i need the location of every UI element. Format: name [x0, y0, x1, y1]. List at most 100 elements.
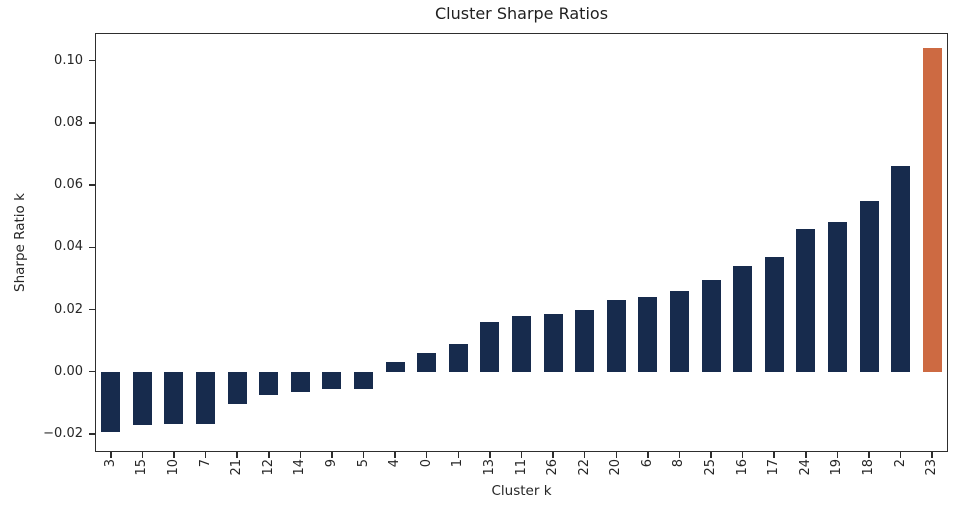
bar-cluster-3 — [101, 371, 121, 433]
x-tick-mark — [552, 452, 554, 458]
bar-cluster-15 — [132, 371, 152, 426]
y-tick-mark — [89, 433, 95, 435]
y-tick-label: 0.08 — [54, 114, 83, 130]
x-tick-label-6: 6 — [640, 459, 656, 468]
bars-layer — [95, 33, 948, 452]
x-tick-label-23: 23 — [924, 459, 940, 476]
x-tick-mark — [110, 452, 112, 458]
x-tick-mark — [457, 452, 460, 458]
x-tick-mark — [899, 452, 902, 458]
bar-cluster-20 — [606, 300, 626, 372]
x-tick-mark — [615, 452, 618, 458]
x-tick-mark — [773, 452, 775, 458]
x-tick-label-26: 26 — [545, 459, 561, 476]
x-tick-label-22: 22 — [576, 459, 592, 476]
bar-cluster-19 — [827, 222, 847, 372]
x-tick-label-7: 7 — [197, 459, 213, 468]
bar-cluster-8 — [669, 290, 689, 372]
x-tick-mark — [647, 452, 649, 458]
x-tick-mark — [741, 452, 744, 458]
x-tick-label-25: 25 — [703, 459, 719, 476]
y-tick-mark — [89, 246, 95, 249]
bar-cluster-5 — [354, 371, 374, 389]
x-tick-mark — [520, 452, 523, 458]
bar-cluster-4 — [385, 362, 405, 372]
x-tick-mark — [489, 452, 491, 458]
bar-cluster-12 — [259, 371, 279, 396]
x-tick-label-5: 5 — [355, 459, 371, 468]
x-tick-label-13: 13 — [482, 459, 498, 476]
x-tick-mark — [394, 452, 396, 458]
x-tick-label-18: 18 — [861, 459, 877, 476]
bar-cluster-16 — [733, 265, 753, 372]
x-tick-label-15: 15 — [134, 459, 150, 476]
x-tick-label-20: 20 — [608, 459, 624, 476]
x-tick-mark — [710, 452, 712, 458]
bar-cluster-11 — [512, 315, 531, 372]
x-tick-mark — [868, 452, 870, 458]
y-tick-mark — [89, 122, 95, 124]
x-tick-label-1: 1 — [450, 459, 466, 468]
y-tick-label: 0.02 — [54, 301, 83, 317]
y-tick-mark — [89, 308, 95, 311]
bar-cluster-0 — [417, 353, 437, 372]
bar-cluster-6 — [638, 297, 658, 372]
x-tick-label-10: 10 — [166, 459, 182, 476]
x-tick-label-19: 19 — [829, 459, 845, 476]
x-tick-label-3: 3 — [102, 459, 118, 468]
y-tick-label: −0.02 — [43, 425, 83, 441]
bar-cluster-18 — [859, 200, 879, 372]
bar-cluster-23 — [922, 48, 942, 372]
x-tick-label-2: 2 — [892, 459, 908, 468]
bar-cluster-21 — [227, 371, 247, 405]
bar-cluster-13 — [480, 321, 500, 372]
x-tick-mark — [805, 452, 807, 458]
x-tick-mark — [836, 452, 839, 458]
x-tick-mark — [583, 452, 586, 458]
y-tick-mark — [89, 184, 95, 186]
bar-cluster-25 — [701, 279, 721, 372]
y-tick-label: 0.04 — [54, 239, 83, 255]
x-tick-label-9: 9 — [324, 459, 340, 468]
x-tick-label-11: 11 — [513, 459, 529, 476]
x-tick-label-0: 0 — [418, 459, 434, 468]
x-tick-mark — [931, 452, 933, 458]
x-tick-mark — [678, 452, 681, 458]
bar-cluster-1 — [448, 343, 468, 372]
x-tick-label-12: 12 — [260, 459, 276, 476]
bar-cluster-26 — [543, 314, 563, 372]
x-tick-mark — [173, 452, 175, 458]
x-tick-mark — [299, 452, 302, 458]
x-tick-label-4: 4 — [387, 459, 403, 468]
x-tick-mark — [331, 452, 333, 458]
x-axis-label: Cluster k — [491, 483, 552, 499]
x-tick-label-24: 24 — [798, 459, 814, 476]
y-axis-label: Sharpe Ratio k — [12, 193, 28, 292]
bar-cluster-22 — [575, 309, 595, 372]
x-tick-mark — [362, 452, 365, 458]
x-tick-label-17: 17 — [766, 459, 782, 476]
y-tick-label: 0.10 — [54, 52, 83, 68]
bar-cluster-14 — [290, 371, 310, 392]
x-tick-mark — [141, 452, 144, 458]
bar-cluster-7 — [196, 371, 216, 424]
bar-cluster-17 — [764, 256, 784, 372]
bar-cluster-10 — [164, 371, 184, 424]
chart-title: Cluster Sharpe Ratios — [434, 4, 609, 23]
bar-cluster-2 — [891, 166, 911, 372]
x-tick-mark — [204, 452, 207, 458]
x-tick-mark — [425, 452, 428, 458]
bar-cluster-9 — [322, 371, 342, 390]
y-tick-label: 0.00 — [54, 363, 83, 379]
y-tick-mark — [89, 59, 95, 62]
y-tick-label: 0.06 — [54, 177, 83, 193]
bar-cluster-24 — [796, 228, 816, 372]
x-tick-label-16: 16 — [734, 459, 750, 476]
y-tick-mark — [89, 370, 95, 373]
x-tick-label-21: 21 — [229, 459, 245, 476]
x-tick-label-14: 14 — [292, 459, 308, 476]
x-tick-label-8: 8 — [671, 459, 687, 468]
x-tick-mark — [268, 452, 270, 458]
x-tick-mark — [236, 452, 238, 458]
